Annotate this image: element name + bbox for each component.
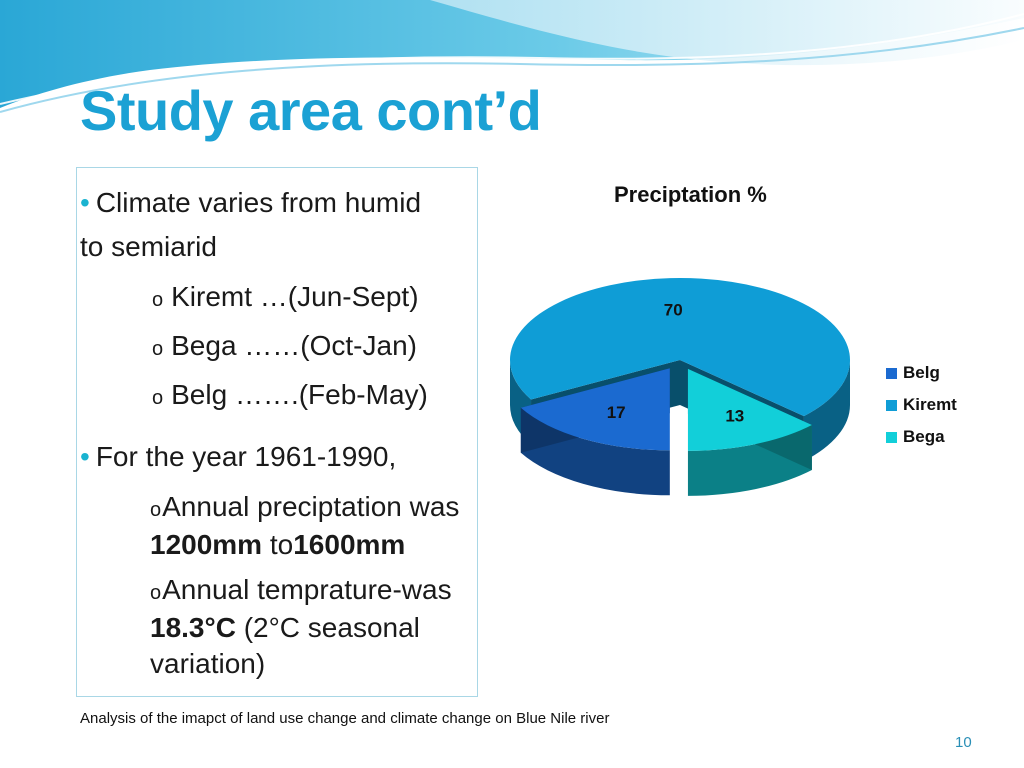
season-bega: o Bega ……(Oct-Jan)	[152, 330, 417, 362]
precip-high-value: 1600mm	[293, 529, 406, 560]
circle-bullet-icon: o	[152, 338, 164, 360]
chart-title: Preciptation %	[614, 182, 767, 207]
legend-label-kiremt: Kiremt	[903, 395, 957, 414]
bullet-dot-icon: •	[80, 441, 90, 472]
temperature-value: 18.3°C	[150, 612, 236, 643]
pie-label-kiremt: 70	[664, 301, 683, 320]
precip-low-value: 1200mm	[150, 529, 263, 560]
temperature-line: oAnnual temprature-was	[150, 574, 452, 606]
temperature-variation: variation)	[150, 648, 266, 679]
temperature-seasonal: (2°C seasonal	[235, 612, 420, 643]
legend-item-kiremt: Kiremt	[886, 389, 957, 421]
bullet-climate: • Climate varies from humid	[80, 187, 421, 219]
pie-label-bega: 13	[725, 407, 744, 426]
season-belg-text: Belg …….(Feb-May)	[171, 379, 428, 410]
climate-text-continued: to semiarid	[80, 231, 217, 262]
season-belg: o Belg …….(Feb-May)	[152, 379, 428, 411]
season-kiremt-text: Kiremt …(Jun-Sept)	[171, 281, 419, 312]
season-kiremt: o Kiremt …(Jun-Sept)	[152, 281, 419, 313]
pie-slice-side-kiremt-1	[803, 360, 850, 462]
circle-bullet-icon: o	[150, 582, 162, 604]
pie-label-belg: 17	[607, 403, 626, 422]
bullet-dot-icon: •	[80, 187, 90, 218]
precipitation-line: oAnnual preciptation was	[150, 491, 459, 523]
bullet-period: • For the year 1961-1990,	[80, 441, 396, 473]
pie-tops: 70 17 13	[510, 278, 850, 451]
pie-slice-belg	[520, 368, 670, 451]
legend-item-bega: Bega	[886, 421, 957, 453]
header-wave-decoration	[0, 0, 1024, 113]
precip-to: to	[262, 529, 294, 560]
page-number: 10	[955, 734, 972, 751]
chart-legend: Belg Kiremt Bega	[886, 357, 957, 453]
content-box	[76, 167, 478, 697]
season-bega-text: Bega ……(Oct-Jan)	[171, 330, 417, 361]
legend-item-belg: Belg	[886, 357, 957, 389]
pie-slice-bega	[687, 368, 812, 451]
climate-text: Climate varies from humid	[95, 187, 422, 218]
legend-label-belg: Belg	[903, 363, 940, 382]
pie-slice-kiremt	[510, 278, 850, 417]
precipitation-text: Annual preciptation was	[162, 491, 460, 522]
circle-bullet-icon: o	[150, 499, 162, 521]
temperature-value-line: 18.3°C (2°C seasonal	[150, 612, 420, 644]
slide-footer: Analysis of the imapct of land use chang…	[80, 710, 610, 727]
precipitation-pie-chart: 70 17 13	[510, 278, 850, 496]
pie-slice-side-belg-0	[520, 407, 670, 496]
precipitation-range: 1200mm to1600mm	[150, 529, 405, 561]
legend-label-bega: Bega	[903, 427, 945, 446]
temperature-text: Annual temprature-was	[162, 574, 452, 605]
legend-swatch-kiremt	[886, 399, 897, 411]
period-text: For the year 1961-1990,	[95, 441, 397, 472]
legend-swatch-belg	[886, 367, 897, 379]
circle-bullet-icon: o	[152, 289, 164, 311]
legend-swatch-bega	[886, 431, 897, 443]
circle-bullet-icon: o	[152, 387, 164, 409]
slide-title: Study area cont’d	[80, 79, 542, 142]
